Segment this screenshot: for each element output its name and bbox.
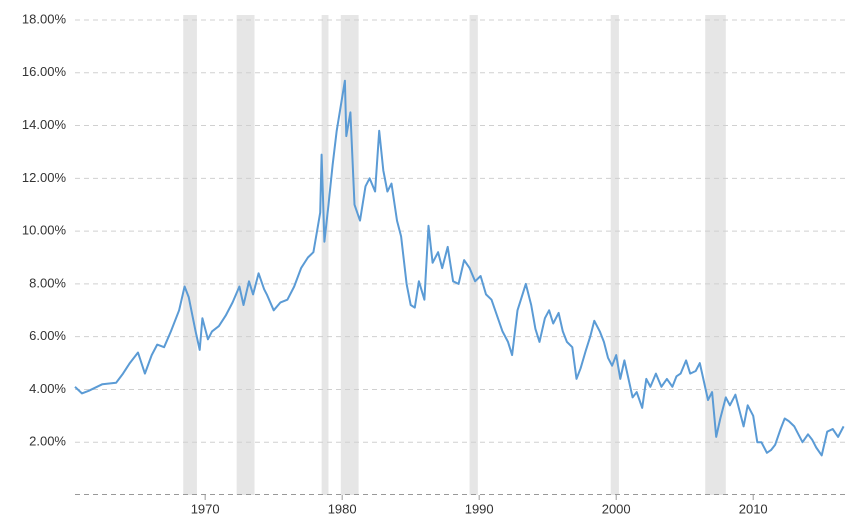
recession-band: [183, 15, 197, 495]
recession-band: [705, 15, 726, 495]
y-tick-label: 10.00%: [22, 223, 67, 238]
x-tick-label: 1970: [191, 501, 220, 516]
plot: [74, 79, 845, 457]
yield-line: [74, 79, 845, 457]
recession-band: [340, 15, 359, 495]
x-tick-label: 1980: [328, 501, 357, 516]
recession-band: [469, 15, 478, 495]
recession-shading: [183, 15, 726, 495]
y-tick-label: 16.00%: [22, 64, 67, 79]
recession-band: [610, 15, 619, 495]
y-tick-label: 2.00%: [29, 434, 66, 449]
y-tick-label: 18.00%: [22, 11, 67, 26]
x-tick-label: 2010: [739, 501, 768, 516]
x-tick-label: 2000: [602, 501, 631, 516]
y-tick-label: 6.00%: [29, 328, 66, 343]
y-tick-label: 8.00%: [29, 275, 66, 290]
grid: 2.00% 4.00% 6.00% 8.00% 10.00% 12.00% 14.00% 16…: [22, 11, 845, 516]
y-tick-label: 14.00%: [22, 117, 67, 132]
y-tick-label: 12.00%: [22, 170, 67, 185]
y-tick-label: 4.00%: [29, 381, 66, 396]
recession-band: [236, 15, 255, 495]
x-tick-label: 1990: [465, 501, 494, 516]
recession-band: [321, 15, 329, 495]
